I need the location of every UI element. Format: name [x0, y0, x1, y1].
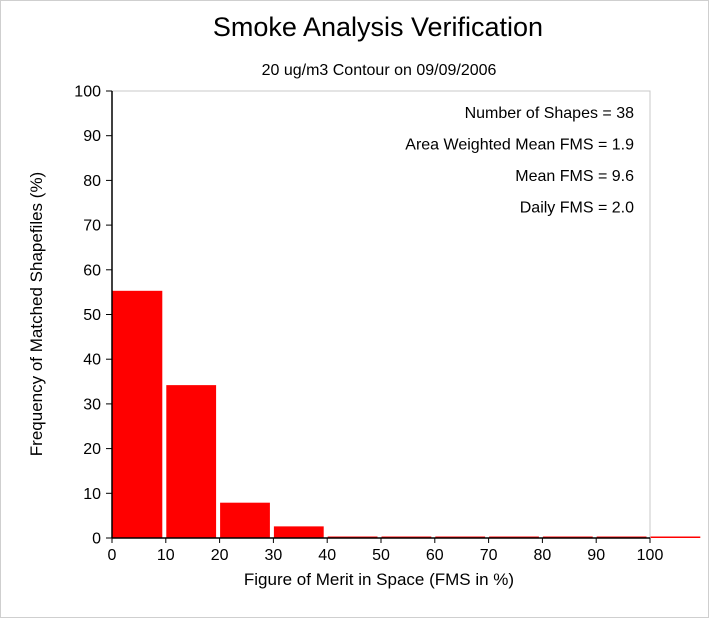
- bar-10: [650, 536, 701, 538]
- chart-subtitle: 20 ug/m3 Contour on 09/09/2006: [262, 62, 497, 79]
- y-tick-label: 70: [83, 218, 101, 235]
- y-tick-label: 0: [92, 531, 101, 548]
- bar-1: [166, 385, 217, 538]
- y-tick-label: 100: [74, 84, 101, 101]
- x-tick-label: 50: [372, 547, 390, 564]
- x-tick-label: 100: [637, 547, 664, 564]
- x-tick-label: 40: [318, 547, 336, 564]
- bar-2: [220, 502, 270, 538]
- y-tick-label: 30: [83, 396, 101, 413]
- x-tick-label: 0: [108, 547, 117, 564]
- y-tick-labels: 0 10 20 30 40 50 60 70 80 90 100: [74, 84, 112, 548]
- x-tick-label: 70: [480, 547, 498, 564]
- x-tick-labels: 0 10 20 30 40 50 60 70 80 90 100: [108, 538, 664, 564]
- y-tick-label: 60: [83, 262, 101, 279]
- y-tick-label: 90: [83, 128, 101, 145]
- stat-annotation: Daily FMS = 2.0: [520, 200, 634, 217]
- y-tick-label: 40: [83, 352, 101, 369]
- y-tick-label: 10: [83, 486, 101, 503]
- stats-annotations: Number of Shapes = 38 Area Weighted Mean …: [405, 105, 634, 217]
- x-tick-label: 10: [157, 547, 175, 564]
- bars-group: [112, 290, 701, 538]
- y-axis-label: Frequency of Matched Shapefiles (%): [27, 172, 46, 456]
- bar-0: [112, 290, 163, 538]
- x-tick-label: 60: [426, 547, 444, 564]
- stat-annotation: Mean FMS = 9.6: [515, 168, 634, 185]
- stat-annotation: Number of Shapes = 38: [465, 105, 635, 122]
- chart-title: Smoke Analysis Verification: [213, 12, 543, 42]
- bar-3: [273, 526, 324, 538]
- x-tick-label: 80: [534, 547, 552, 564]
- stat-annotation: Area Weighted Mean FMS = 1.9: [405, 137, 634, 154]
- x-axis-label: Figure of Merit in Space (FMS in %): [244, 570, 514, 589]
- y-tick-label: 20: [83, 441, 101, 458]
- x-tick-label: 90: [587, 547, 605, 564]
- x-tick-label: 20: [211, 547, 229, 564]
- x-tick-label: 30: [265, 547, 283, 564]
- y-tick-label: 50: [83, 307, 101, 324]
- y-tick-label: 80: [83, 173, 101, 190]
